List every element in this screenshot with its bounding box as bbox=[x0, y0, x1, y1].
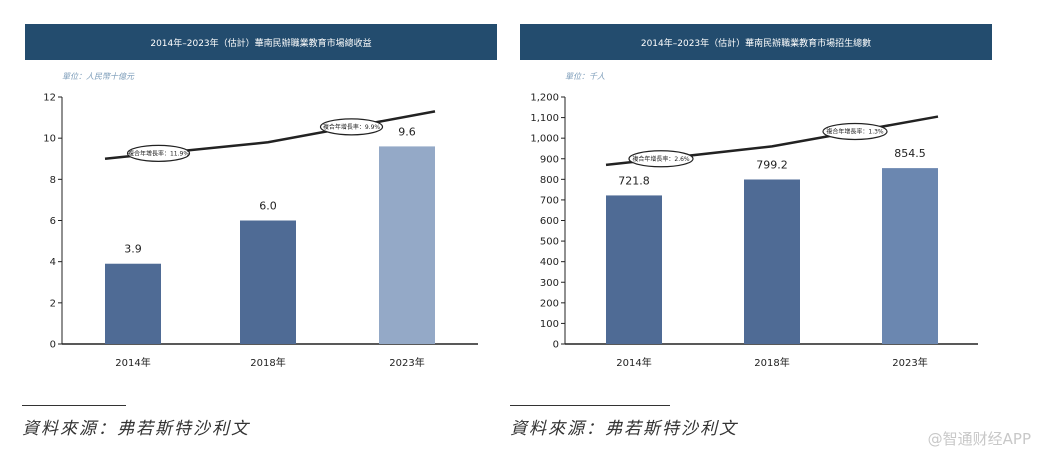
bar-value-label: 9.6 bbox=[398, 125, 416, 138]
bar-value-label: 721.8 bbox=[618, 174, 650, 187]
bar-value-label: 799.2 bbox=[756, 158, 788, 171]
y-tick-label: 0 bbox=[50, 340, 56, 351]
bar bbox=[240, 220, 296, 344]
bar-value-label: 3.9 bbox=[124, 243, 142, 256]
y-tick-label: 12 bbox=[43, 93, 56, 104]
chart-title: 2014年–2023年（估計）華南民辦職業教育市場總收益 bbox=[25, 24, 497, 60]
bar bbox=[606, 195, 662, 344]
y-tick-label: 800 bbox=[540, 175, 559, 186]
y-tick-label: 0 bbox=[553, 340, 559, 351]
y-tick-label: 10 bbox=[43, 134, 56, 145]
unit-label: 單位：人民幣十億元 bbox=[62, 72, 134, 81]
source-rule bbox=[510, 405, 670, 406]
y-tick-label: 700 bbox=[540, 195, 559, 206]
cagr-ellipse bbox=[628, 150, 694, 168]
cagr-label: 複合年增長率：9.9% bbox=[323, 123, 381, 131]
y-tick-label: 100 bbox=[540, 319, 559, 330]
bar bbox=[882, 168, 938, 344]
y-tick-label: 1,200 bbox=[530, 93, 559, 104]
x-tick-label: 2023年 bbox=[389, 356, 424, 369]
bar bbox=[744, 179, 800, 344]
cagr-label: 複合年增長率：11.9% bbox=[128, 149, 189, 157]
watermark: @智通财经APP bbox=[927, 430, 1031, 448]
chart-panel-revenue: 2014年–2023年（估計）華南民辦職業教育市場總收益 單位：人民幣十億元 0… bbox=[0, 0, 520, 463]
cagr-label: 複合年增長率：2.6% bbox=[632, 155, 690, 163]
bar bbox=[105, 263, 161, 344]
cagr-label: 複合年增長率：1.3% bbox=[826, 127, 884, 135]
bar-value-label: 6.0 bbox=[259, 200, 277, 213]
chart-title: 2014年–2023年（估計）華南民辦職業教育市場招生總數 bbox=[520, 24, 992, 60]
bar-chart-revenue: 0 2 4 6 8 10 12 3.9 2014年 6.0 2018年 9.6 2023年 複合年增長率：… bbox=[43, 93, 478, 369]
x-tick-label: 2018年 bbox=[250, 356, 285, 369]
unit-label: 單位：千人 bbox=[565, 72, 605, 81]
y-tick-label: 500 bbox=[540, 237, 559, 248]
y-tick-label: 200 bbox=[540, 298, 559, 309]
cagr-ellipse bbox=[319, 118, 384, 136]
source-rule bbox=[22, 405, 126, 406]
x-tick-label: 2018年 bbox=[754, 356, 789, 369]
cagr-ellipse bbox=[822, 122, 888, 141]
y-tick-label: 600 bbox=[540, 216, 559, 227]
y-tick-label: 400 bbox=[540, 257, 559, 268]
source-note: 資料來源：弗若斯特沙利文 bbox=[510, 419, 738, 439]
y-tick-label: 2 bbox=[50, 298, 56, 309]
y-tick-label: 300 bbox=[540, 278, 559, 289]
y-tick-label: 4 bbox=[50, 257, 56, 268]
cagr-ellipse bbox=[126, 144, 191, 162]
x-tick-label: 2014年 bbox=[616, 356, 651, 369]
bar-value-label: 854.5 bbox=[894, 147, 926, 160]
bar-chart-enrollment: 0 100 200 300 400 500 600 700 800 900 1,000 1,100 1,… bbox=[530, 93, 978, 369]
x-tick-label: 2023年 bbox=[892, 356, 927, 369]
x-tick-label: 2014年 bbox=[115, 356, 150, 369]
bar bbox=[379, 146, 435, 344]
chart-panel-enrollment: 2014年–2023年（估計）華南民辦職業教育市場招生總數 單位：千人 0 100… bbox=[510, 0, 1040, 463]
source-note: 資料來源：弗若斯特沙利文 bbox=[22, 419, 250, 439]
y-tick-label: 6 bbox=[50, 216, 56, 227]
y-tick-label: 1,000 bbox=[530, 134, 559, 145]
y-tick-label: 8 bbox=[50, 175, 56, 186]
y-tick-label: 900 bbox=[540, 154, 559, 165]
y-tick-label: 1,100 bbox=[530, 113, 559, 124]
